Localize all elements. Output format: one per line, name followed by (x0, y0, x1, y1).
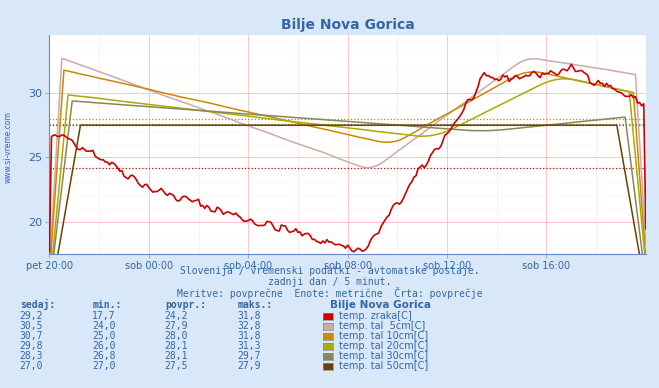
Text: povpr.:: povpr.: (165, 300, 206, 310)
Text: min.:: min.: (92, 300, 122, 310)
Text: temp. zraka[C]: temp. zraka[C] (339, 310, 412, 320)
Text: 25,0: 25,0 (92, 331, 116, 341)
Text: 28,3: 28,3 (20, 351, 43, 361)
Text: 26,8: 26,8 (92, 351, 116, 361)
Text: 31,8: 31,8 (237, 310, 261, 320)
Title: Bilje Nova Gorica: Bilje Nova Gorica (281, 18, 415, 32)
Text: zadnji dan / 5 minut.: zadnji dan / 5 minut. (268, 277, 391, 287)
Text: 26,0: 26,0 (92, 341, 116, 351)
Text: maks.:: maks.: (237, 300, 272, 310)
Text: 29,7: 29,7 (237, 351, 261, 361)
Text: 29,2: 29,2 (20, 310, 43, 320)
Text: 28,1: 28,1 (165, 351, 188, 361)
Text: temp. tal 50cm[C]: temp. tal 50cm[C] (339, 361, 428, 371)
Text: Bilje Nova Gorica: Bilje Nova Gorica (330, 300, 430, 310)
Text: temp. tal  5cm[C]: temp. tal 5cm[C] (339, 320, 426, 331)
Text: 29,8: 29,8 (20, 341, 43, 351)
Text: Slovenija / vremenski podatki - avtomatske postaje.: Slovenija / vremenski podatki - avtomats… (180, 265, 479, 275)
Text: Meritve: povprečne  Enote: metrične  Črta: povprečje: Meritve: povprečne Enote: metrične Črta:… (177, 287, 482, 299)
Text: 27,5: 27,5 (165, 361, 188, 371)
Text: temp. tal 20cm[C]: temp. tal 20cm[C] (339, 341, 428, 351)
Text: sedaj:: sedaj: (20, 300, 55, 310)
Text: 31,8: 31,8 (237, 331, 261, 341)
Text: 31,3: 31,3 (237, 341, 261, 351)
Text: 27,9: 27,9 (165, 320, 188, 331)
Text: 30,7: 30,7 (20, 331, 43, 341)
Text: 32,8: 32,8 (237, 320, 261, 331)
Text: 28,0: 28,0 (165, 331, 188, 341)
Text: temp. tal 10cm[C]: temp. tal 10cm[C] (339, 331, 428, 341)
Text: 27,9: 27,9 (237, 361, 261, 371)
Text: 24,2: 24,2 (165, 310, 188, 320)
Text: www.si-vreme.com: www.si-vreme.com (3, 111, 13, 184)
Text: 24,0: 24,0 (92, 320, 116, 331)
Text: 27,0: 27,0 (20, 361, 43, 371)
Text: temp. tal 30cm[C]: temp. tal 30cm[C] (339, 351, 428, 361)
Text: 17,7: 17,7 (92, 310, 116, 320)
Text: 30,5: 30,5 (20, 320, 43, 331)
Text: 28,1: 28,1 (165, 341, 188, 351)
Text: 27,0: 27,0 (92, 361, 116, 371)
